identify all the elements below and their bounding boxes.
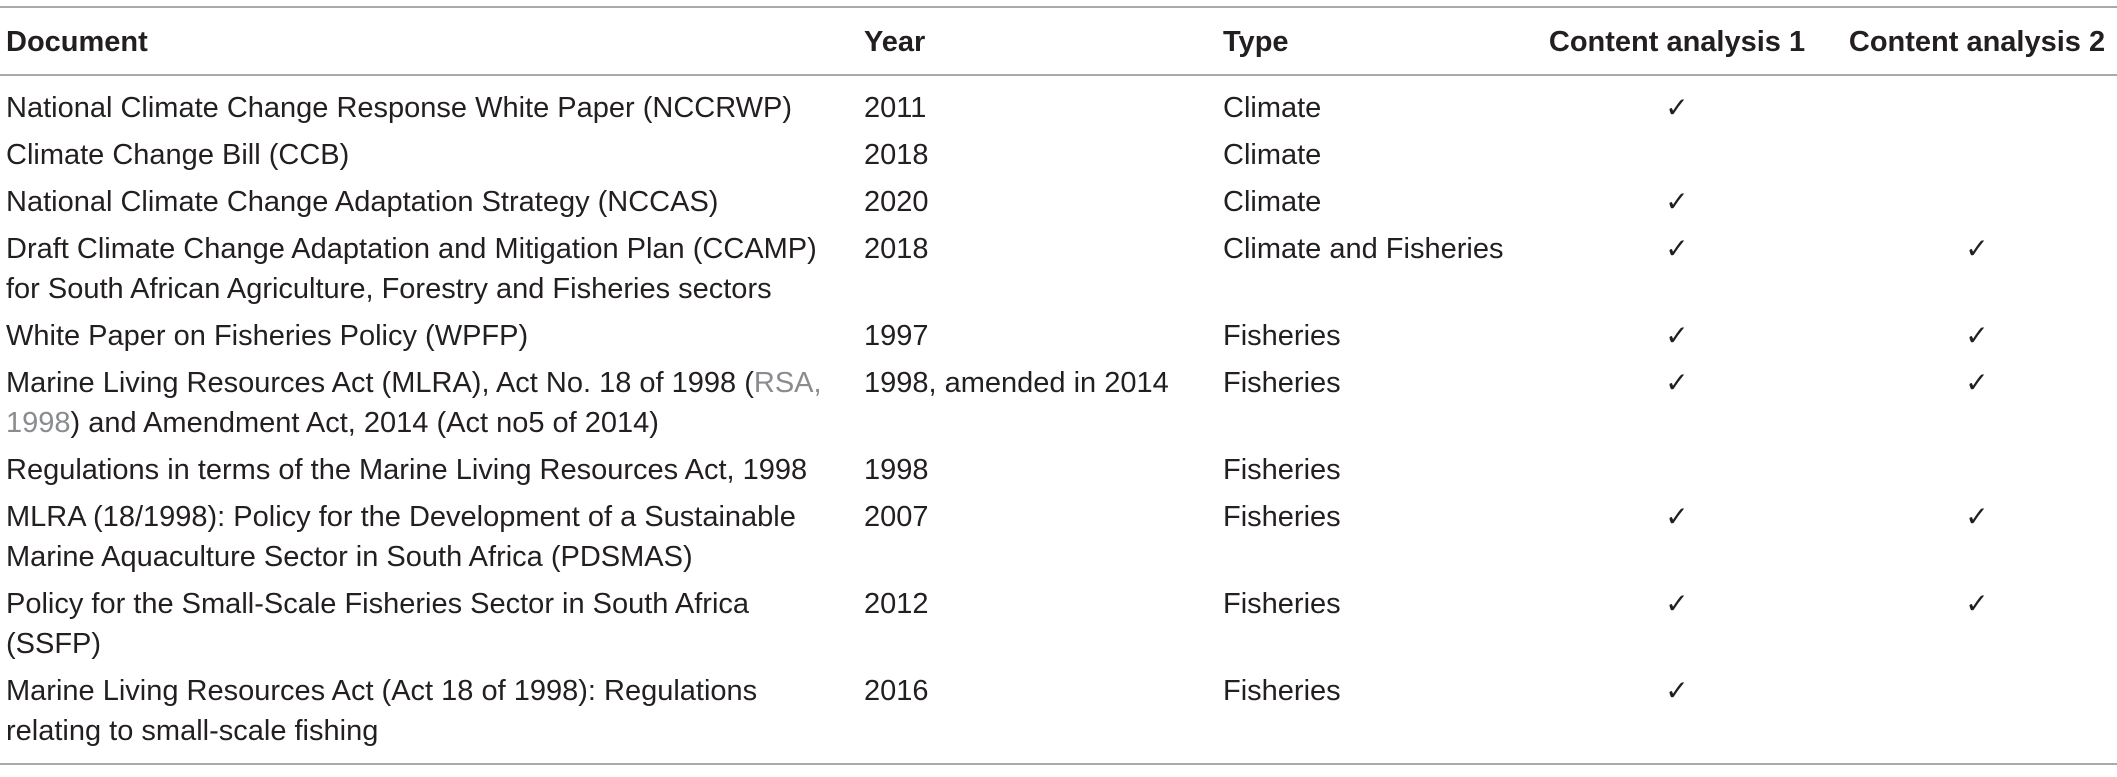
table-row: National Climate Change Response White P… <box>0 75 2117 132</box>
document-cell: MLRA (18/1998): Policy for the Developme… <box>0 494 858 581</box>
content-analysis-2-check-icon <box>1837 75 2117 132</box>
content-analysis-2-check-icon <box>1837 668 2117 764</box>
table-row: Climate Change Bill (CCB) 2018 Climate <box>0 132 2117 179</box>
year-cell: 2020 <box>864 186 929 218</box>
document-cell: Marine Living Resources Act (Act 18 of 1… <box>0 668 858 764</box>
year-cell: 2018 <box>864 139 929 171</box>
table-row: Regulations in terms of the Marine Livin… <box>0 447 2117 494</box>
type-cell: Fisheries <box>1223 320 1341 352</box>
content-analysis-1-check-icon: ✓ <box>1665 91 1689 124</box>
type-cell: Climate <box>1223 139 1322 171</box>
year-cell: 2018 <box>864 233 929 265</box>
content-analysis-2-check-icon <box>1837 447 2117 494</box>
document-title-line-1: Draft Climate Change Adaptation and Miti… <box>6 233 817 265</box>
year-cell: 2016 <box>864 675 929 707</box>
header-row: Document Year Type Content analysis 1 Co… <box>0 7 2117 75</box>
table-body: National Climate Change Response White P… <box>0 75 2117 764</box>
content-analysis-2-check-icon: ✓ <box>1965 319 1989 352</box>
document-title: White Paper on Fisheries Policy (WPFP) <box>6 320 529 352</box>
header-type: Type <box>1223 26 1289 58</box>
document-title-line-2: for South African Agriculture, Forestry … <box>6 273 772 305</box>
table-header: Document Year Type Content analysis 1 Co… <box>0 7 2117 75</box>
content-analysis-1-check-icon: ✓ <box>1665 319 1689 352</box>
document-cell: Policy for the Small-Scale Fisheries Sec… <box>0 581 858 668</box>
type-cell: Climate <box>1223 186 1322 218</box>
table-row: MLRA (18/1998): Policy for the Developme… <box>0 494 2117 581</box>
year-cell: 1997 <box>864 320 929 352</box>
table-row: White Paper on Fisheries Policy (WPFP) 1… <box>0 313 2117 360</box>
table-row: Draft Climate Change Adaptation and Miti… <box>0 226 2117 313</box>
content-analysis-1-check-icon <box>1517 447 1837 494</box>
document-title-text-continued: ) and Amendment Act, 2014 (Act no5 of 20… <box>70 407 659 439</box>
document-title: Climate Change Bill (CCB) <box>6 139 350 171</box>
year-cell: 1998, amended in 2014 <box>864 367 1169 399</box>
header-content-analysis-1: Content analysis 1 <box>1548 26 1806 58</box>
table-row: Policy for the Small-Scale Fisheries Sec… <box>0 581 2117 668</box>
document-cell: Draft Climate Change Adaptation and Miti… <box>0 226 858 313</box>
content-analysis-1-check-icon: ✓ <box>1665 366 1689 399</box>
content-analysis-1-check-icon <box>1517 132 1837 179</box>
type-cell: Climate <box>1223 92 1322 124</box>
content-analysis-2-check-icon: ✓ <box>1965 587 1989 620</box>
document-title-line-2: Marine Aquaculture Sector in South Afric… <box>6 541 693 573</box>
document-cell: National Climate Change Adaptation Strat… <box>0 179 858 226</box>
content-analysis-2-check-icon <box>1837 179 2117 226</box>
documents-table: Document Year Type Content analysis 1 Co… <box>0 6 2117 765</box>
type-cell: Fisheries <box>1223 454 1341 486</box>
type-cell: Fisheries <box>1223 588 1341 620</box>
document-cell: Regulations in terms of the Marine Livin… <box>0 447 858 494</box>
document-title: National Climate Change Response White P… <box>6 92 793 124</box>
content-analysis-2-check-icon: ✓ <box>1965 366 1989 399</box>
document-title-line-1: MLRA (18/1998): Policy for the Developme… <box>6 501 796 533</box>
type-cell: Fisheries <box>1223 367 1341 399</box>
document-title-line-1: Marine Living Resources Act (Act 18 of 1… <box>6 675 758 707</box>
document-title-text: Marine Living Resources Act (MLRA), Act … <box>6 367 754 399</box>
content-analysis-2-check-icon: ✓ <box>1965 500 1989 533</box>
citation-link-year[interactable]: 1998 <box>6 407 71 439</box>
document-cell: Marine Living Resources Act (MLRA), Act … <box>0 360 858 447</box>
content-analysis-1-check-icon: ✓ <box>1665 232 1689 265</box>
document-title: Regulations in terms of the Marine Livin… <box>6 454 808 486</box>
citation-link-rsa[interactable]: RSA, <box>753 367 822 399</box>
content-analysis-2-check-icon <box>1837 132 2117 179</box>
document-title-line-2: (SSFP) <box>6 628 102 660</box>
year-cell: 2007 <box>864 501 929 533</box>
table-row: National Climate Change Adaptation Strat… <box>0 179 2117 226</box>
document-title-line-1: Policy for the Small-Scale Fisheries Sec… <box>6 588 750 620</box>
year-cell: 1998 <box>864 454 929 486</box>
document-cell: National Climate Change Response White P… <box>0 75 858 132</box>
header-document: Document <box>6 26 148 58</box>
year-cell: 2011 <box>864 92 927 124</box>
content-analysis-1-check-icon: ✓ <box>1665 674 1689 707</box>
document-title-line-2: relating to small-scale fishing <box>6 715 379 747</box>
content-analysis-2-check-icon: ✓ <box>1965 232 1989 265</box>
year-cell: 2012 <box>864 588 929 620</box>
document-table-container: Document Year Type Content analysis 1 Co… <box>0 6 2117 765</box>
content-analysis-1-check-icon: ✓ <box>1665 500 1689 533</box>
document-title: National Climate Change Adaptation Strat… <box>6 186 719 218</box>
header-content-analysis-2: Content analysis 2 <box>1848 26 2106 58</box>
document-cell: White Paper on Fisheries Policy (WPFP) <box>0 313 858 360</box>
type-cell: Climate and Fisheries <box>1223 233 1504 265</box>
type-cell: Fisheries <box>1223 675 1341 707</box>
table-row: Marine Living Resources Act (MLRA), Act … <box>0 360 2117 447</box>
content-analysis-1-check-icon: ✓ <box>1665 587 1689 620</box>
header-year: Year <box>864 26 926 58</box>
content-analysis-1-check-icon: ✓ <box>1665 185 1689 218</box>
table-row: Marine Living Resources Act (Act 18 of 1… <box>0 668 2117 764</box>
document-cell: Climate Change Bill (CCB) <box>0 132 858 179</box>
type-cell: Fisheries <box>1223 501 1341 533</box>
